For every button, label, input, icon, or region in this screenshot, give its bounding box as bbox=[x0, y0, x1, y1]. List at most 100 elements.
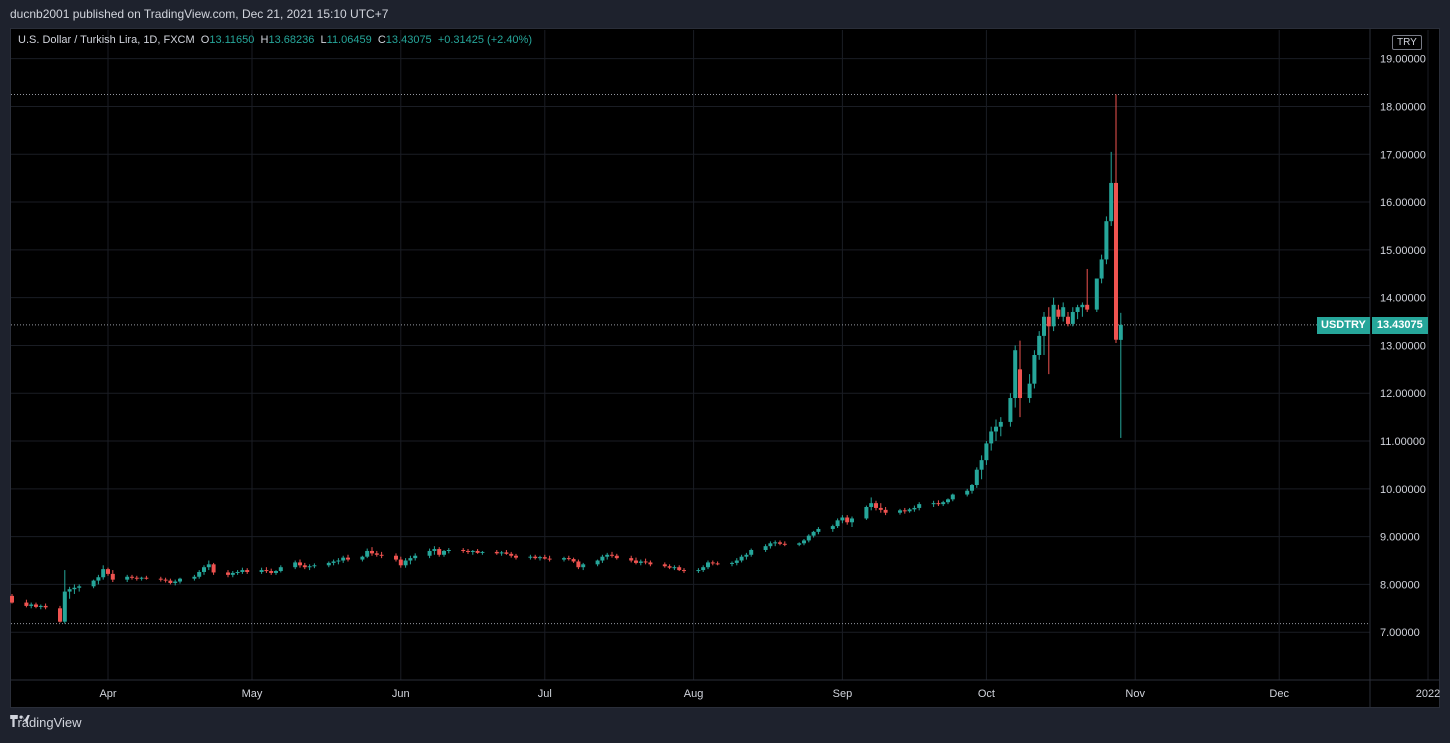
candle-up bbox=[696, 570, 701, 572]
close-value: 13.43075 bbox=[385, 34, 432, 46]
candle-up bbox=[806, 535, 811, 541]
y-tick-label: 14.00000 bbox=[1380, 293, 1426, 305]
candle-down bbox=[571, 559, 576, 562]
candle-up bbox=[72, 587, 77, 590]
candle-up bbox=[29, 604, 34, 606]
y-tick-label: 11.00000 bbox=[1380, 436, 1425, 448]
candle-down bbox=[264, 570, 269, 572]
candle-up bbox=[739, 556, 744, 561]
candle-up bbox=[1104, 221, 1109, 260]
candle-up bbox=[898, 510, 902, 513]
currency-badge[interactable]: TRY bbox=[1392, 35, 1422, 50]
candle-up bbox=[442, 550, 446, 555]
candle-up bbox=[994, 426, 998, 432]
candle-down bbox=[461, 550, 466, 551]
x-tick-label: Jul bbox=[538, 688, 552, 700]
candle-up bbox=[341, 557, 346, 561]
price-tag-symbol: USDTRY bbox=[1317, 317, 1370, 334]
low-value: 11.06459 bbox=[326, 34, 372, 46]
candle-down bbox=[130, 576, 134, 578]
candle-down bbox=[302, 565, 307, 568]
y-tick-label: 7.00000 bbox=[1380, 627, 1420, 639]
candle-up bbox=[912, 507, 917, 510]
candle-up bbox=[595, 560, 600, 565]
footer-brand[interactable]: TradingView bbox=[10, 715, 82, 730]
x-tick-label: Dec bbox=[1269, 688, 1289, 700]
candle-down bbox=[883, 509, 888, 513]
candle-up bbox=[965, 490, 970, 495]
candle-up bbox=[413, 555, 418, 559]
publish-info-bar: ducnb2001 published on TradingView.com, … bbox=[0, 0, 1450, 28]
candle-down bbox=[475, 550, 480, 553]
candle-down bbox=[1066, 316, 1070, 324]
candle-down bbox=[110, 573, 115, 580]
y-tick-label: 12.00000 bbox=[1380, 388, 1426, 400]
candle-down bbox=[542, 557, 547, 559]
candle-up bbox=[600, 556, 605, 561]
candle-up bbox=[331, 561, 336, 563]
candle-down bbox=[1114, 182, 1118, 340]
candle-down bbox=[374, 553, 379, 555]
candle-up bbox=[989, 431, 994, 444]
candle-up bbox=[312, 565, 317, 567]
candle-up bbox=[336, 560, 341, 562]
candle-up bbox=[869, 503, 874, 507]
candle-down bbox=[878, 507, 883, 510]
candle-down bbox=[514, 555, 518, 558]
candle-up bbox=[62, 591, 67, 622]
candle-down bbox=[936, 503, 941, 505]
candle-up bbox=[432, 549, 437, 551]
candle-up bbox=[850, 518, 854, 523]
candle-up bbox=[1099, 259, 1104, 279]
x-tick-label: Aug bbox=[684, 688, 704, 700]
candle-up bbox=[979, 460, 984, 470]
candle-down bbox=[845, 517, 850, 523]
candle-down bbox=[648, 562, 653, 565]
candle-up bbox=[835, 520, 840, 527]
candle-down bbox=[667, 566, 672, 568]
candle-down bbox=[24, 602, 29, 606]
candle-up bbox=[446, 550, 451, 551]
candle-down bbox=[1056, 309, 1061, 317]
candle-up bbox=[581, 564, 586, 568]
candle-up bbox=[931, 503, 936, 505]
candle-down bbox=[298, 562, 302, 566]
candle-up bbox=[67, 589, 72, 592]
chart-frame[interactable] bbox=[10, 28, 1440, 708]
y-tick-label: 19.00000 bbox=[1380, 54, 1426, 66]
last-price-tag: USDTRY 13.43075 bbox=[1317, 317, 1428, 334]
candle-up bbox=[638, 561, 643, 563]
published-text: ducnb2001 published on TradingView.com, … bbox=[10, 7, 389, 21]
candle-down bbox=[58, 608, 62, 622]
candle-up bbox=[499, 552, 504, 554]
candle-up bbox=[974, 469, 979, 485]
candle-down bbox=[494, 551, 499, 554]
x-tick-label: Sep bbox=[833, 688, 853, 700]
candle-up bbox=[240, 570, 245, 572]
candle-up bbox=[811, 531, 816, 536]
candle-up bbox=[840, 517, 845, 521]
candle-up bbox=[749, 550, 754, 555]
x-tick-label: Nov bbox=[1125, 688, 1145, 700]
candle-up bbox=[970, 485, 974, 491]
candle-up bbox=[1080, 304, 1085, 308]
change-value: +0.31425 (+2.40%) bbox=[437, 34, 532, 46]
candle-down bbox=[902, 510, 907, 512]
y-tick-label: 8.00000 bbox=[1380, 579, 1420, 591]
candle-down bbox=[677, 567, 682, 571]
candle-up bbox=[1118, 324, 1123, 340]
candle-up bbox=[706, 562, 710, 568]
open-label: O bbox=[200, 34, 210, 46]
candle-down bbox=[643, 561, 648, 563]
candle-up bbox=[77, 586, 82, 588]
y-tick-label: 18.00000 bbox=[1380, 101, 1426, 113]
candle-down bbox=[682, 570, 686, 572]
candle-up bbox=[1051, 304, 1056, 327]
candle-down bbox=[226, 572, 230, 575]
candle-up bbox=[1013, 350, 1018, 399]
symbol-legend: U.S. Dollar / Turkish Lira, 1D, FXCM O13… bbox=[18, 34, 532, 46]
candle-down bbox=[1085, 304, 1090, 310]
candle-down bbox=[547, 558, 552, 560]
candle-down bbox=[379, 554, 384, 556]
